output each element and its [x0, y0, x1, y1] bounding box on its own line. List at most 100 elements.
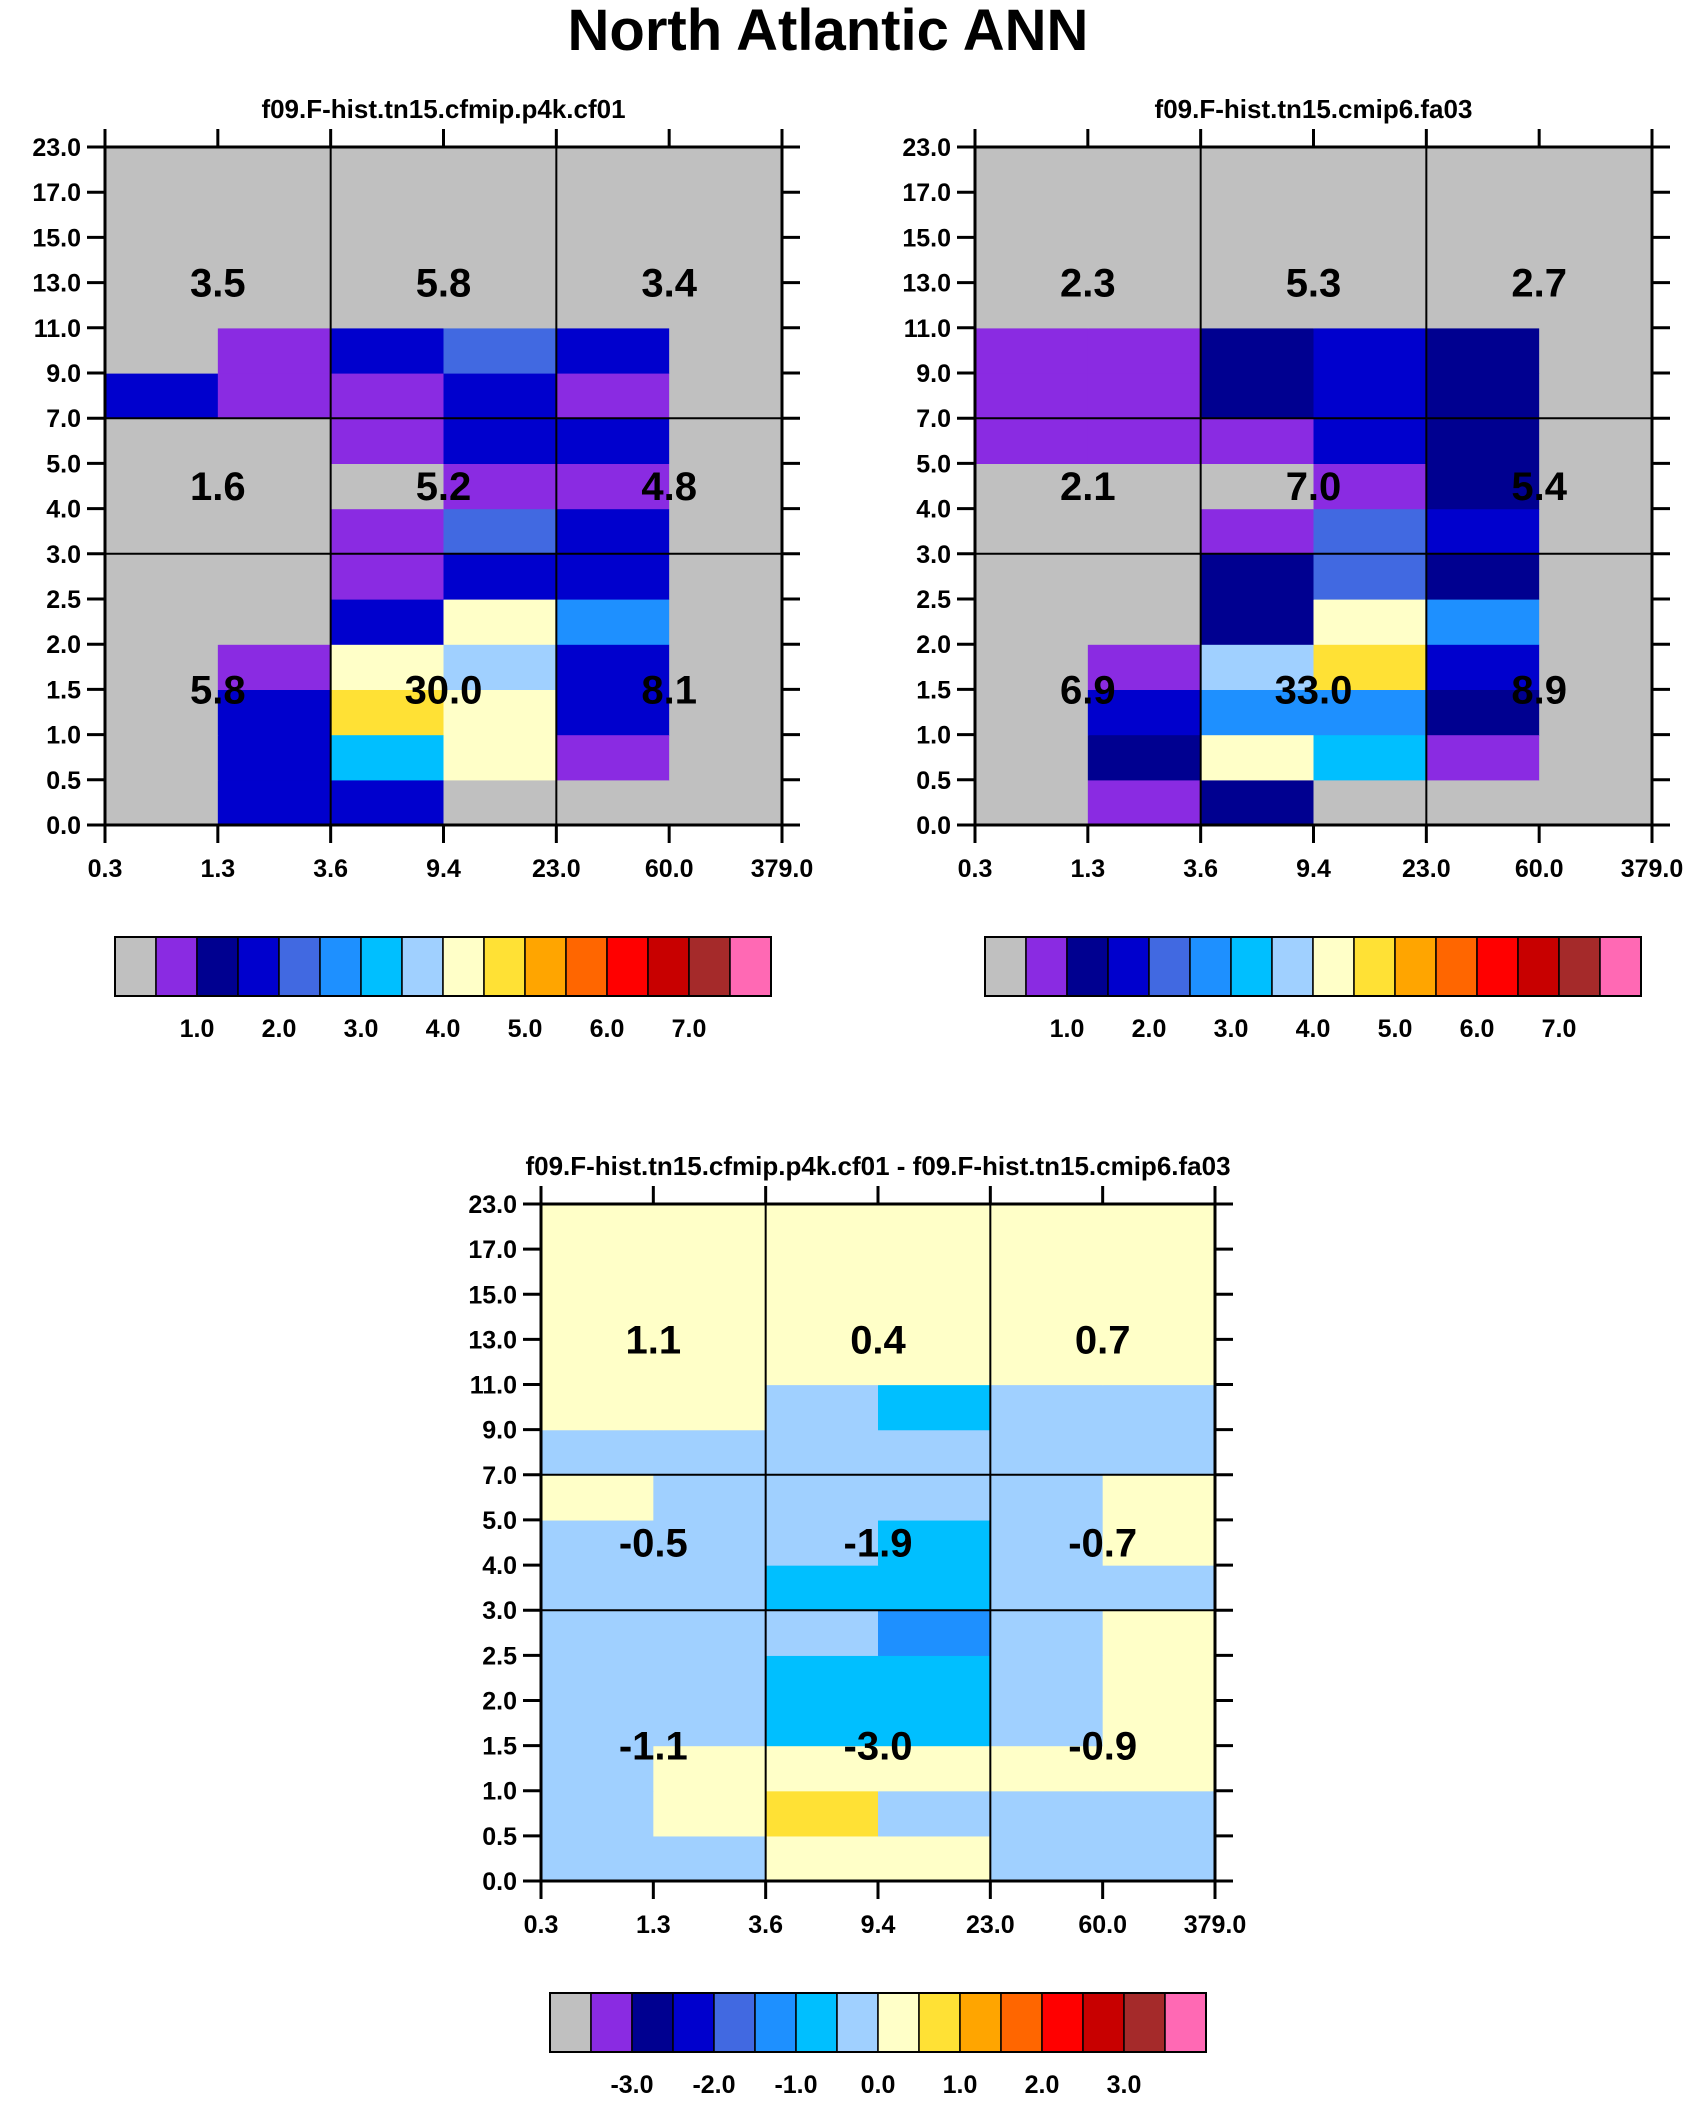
y-tick-label: 23.0 — [902, 134, 951, 162]
heatmap-cell — [765, 1610, 879, 1656]
heatmap-cell — [1426, 689, 1540, 736]
colorbar-label: 1.0 — [1050, 1015, 1085, 1043]
heatmap-cell — [1087, 779, 1202, 826]
colorbar-swatch — [1312, 936, 1355, 997]
aggregate-value-label: -0.5 — [619, 1522, 688, 1566]
y-tick-label: 2.0 — [916, 631, 951, 659]
heatmap-cell — [765, 1655, 879, 1702]
colorbar-swatch — [1558, 936, 1601, 997]
heatmap-cell — [975, 689, 1089, 736]
heatmap-cell — [1539, 734, 1653, 781]
heatmap-cell — [1102, 1565, 1216, 1611]
heatmap-cell — [1087, 327, 1202, 374]
colorbar-label: 2.0 — [1132, 1015, 1167, 1043]
aggregate-value-label: 5.8 — [416, 262, 472, 306]
heatmap-cell — [653, 1745, 767, 1792]
colorbar-swatch — [1271, 936, 1314, 997]
heatmap-cell — [878, 1835, 991, 1882]
heatmap-cell — [541, 1204, 654, 1250]
heatmap-cell — [1102, 1429, 1216, 1476]
heatmap-cell — [1426, 147, 1540, 193]
heatmap-cell — [330, 689, 445, 736]
heatmap-cell — [1102, 1745, 1216, 1792]
heatmap-cell — [669, 599, 783, 645]
heatmap-cell — [330, 553, 445, 600]
x-tick-label: 9.4 — [861, 1911, 896, 1939]
heatmap-cell — [990, 1655, 1104, 1702]
heatmap-cell — [878, 1655, 991, 1702]
heatmap-cell — [105, 463, 219, 510]
colorbar-label: 5.0 — [508, 1015, 543, 1043]
heatmap-cell — [105, 237, 219, 284]
heatmap-cell — [217, 192, 332, 238]
x-tick-label: 60.0 — [1078, 1911, 1127, 1939]
y-tick-label: 2.0 — [482, 1687, 517, 1715]
heatmap-cell — [556, 689, 670, 736]
colorbar-swatch — [754, 1992, 797, 2053]
heatmap-cell — [217, 734, 332, 781]
heatmap-cell — [990, 1339, 1104, 1386]
heatmap-cell — [653, 1339, 767, 1386]
heatmap-cell — [1102, 1790, 1216, 1837]
heatmap-cell — [765, 1519, 879, 1566]
panel-2: f09.F-hist.tn15.cmip6.fa03 0.0 0.5 1.0 1.5 2.… — [902, 94, 1683, 1043]
heatmap-cell — [765, 1700, 879, 1747]
heatmap-cell — [556, 373, 670, 419]
y-tick-label: 0.0 — [46, 812, 81, 840]
heatmap-cell — [1102, 1204, 1216, 1250]
heatmap-cell — [556, 553, 670, 600]
heatmap-cell — [105, 689, 219, 736]
heatmap-cell — [1200, 734, 1315, 781]
x-tick-label: 379.0 — [751, 855, 814, 883]
heatmap-cell — [443, 644, 557, 690]
colorbar-label: 4.0 — [1296, 1015, 1331, 1043]
colorbar-label: 3.0 — [1214, 1015, 1249, 1043]
heatmap-cell — [105, 508, 219, 555]
x-tick-label: 23.0 — [966, 1911, 1015, 1939]
heatmap-cell — [105, 147, 219, 193]
heatmap-cell — [975, 147, 1089, 193]
heatmap-cell — [1313, 373, 1427, 419]
heatmap-cell — [330, 192, 445, 238]
heatmap-cell — [105, 599, 219, 645]
colorbar-swatch — [590, 1992, 633, 2053]
heatmap-cell — [975, 734, 1089, 781]
colorbar-frame — [114, 936, 772, 997]
heatmap-cell — [1102, 1294, 1216, 1340]
heatmap-cell — [669, 553, 783, 600]
colorbar-swatch — [401, 936, 444, 997]
aggregate-value-label: 0.4 — [850, 1318, 906, 1362]
heatmap-cell — [1539, 327, 1653, 374]
y-tick-label: 0.5 — [916, 767, 951, 795]
heatmap-cell — [1200, 147, 1315, 193]
heatmap-cell — [878, 1249, 991, 1295]
heatmap-cell — [443, 147, 557, 193]
heatmap-cell — [1087, 599, 1202, 645]
heatmap-cell — [1426, 599, 1540, 645]
heatmap-cell — [1539, 508, 1653, 555]
aggregate-value-label: -3.0 — [844, 1725, 913, 1769]
x-tick-label: 23.0 — [532, 855, 581, 883]
heatmap-cell — [330, 599, 445, 645]
heatmap-cell — [1539, 418, 1653, 464]
heatmap-cell — [1313, 192, 1427, 238]
heatmap-cell — [1539, 779, 1653, 826]
aggregate-value-label: 1.6 — [190, 465, 246, 509]
heatmap-cell — [990, 1249, 1104, 1295]
y-tick-label: 15.0 — [468, 1281, 517, 1309]
heatmap-cell — [1313, 689, 1427, 736]
heatmap-cell — [330, 373, 445, 419]
heatmap-cell — [765, 1474, 879, 1521]
colorbar-label: -3.0 — [610, 2071, 653, 2099]
heatmap-cell — [1102, 1835, 1216, 1882]
heatmap-cell — [217, 779, 332, 826]
heatmap-cell — [669, 734, 783, 781]
colorbar-swatch — [606, 936, 649, 997]
colorbar-label: 5.0 — [1378, 1015, 1413, 1043]
heatmap-cell — [541, 1294, 654, 1340]
heatmap-cell — [878, 1700, 991, 1747]
heatmap-cell — [1087, 192, 1202, 238]
heatmap-cell — [105, 327, 219, 374]
heatmap-cell — [541, 1655, 654, 1702]
heatmap-cell — [443, 689, 557, 736]
